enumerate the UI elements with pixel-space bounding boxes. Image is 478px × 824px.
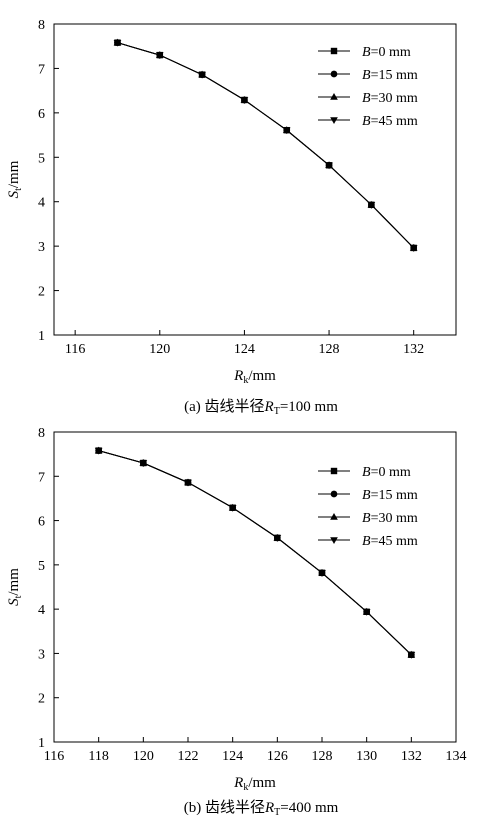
y-tick-label-b-2: 3	[38, 647, 45, 662]
data-point-a-s3-2	[198, 71, 206, 79]
legend-label-b-0: B=0 mm	[362, 465, 411, 480]
y-tick-label-a-6: 7	[38, 62, 45, 77]
legend-label-b-1: B=15 mm	[362, 488, 418, 503]
legend-marker-b-3	[330, 537, 338, 544]
y-tick-label-a-4: 5	[38, 151, 45, 166]
data-point-b-s3-6	[362, 609, 371, 616]
data-point-b-s3-4	[273, 535, 282, 542]
y-axis-label-a: St/mm	[6, 160, 24, 198]
data-point-b-s3-2	[184, 479, 192, 487]
data-point-b-s3-5	[318, 570, 326, 577]
series-line-b-0	[98, 450, 412, 656]
series-line-a-3	[117, 42, 415, 249]
legend-label-a-3: B=45 mm	[362, 114, 418, 129]
x-tick-label-a-3: 128	[319, 342, 340, 357]
legend-marker-b-0	[330, 467, 338, 475]
legend-marker-b-2	[330, 513, 338, 520]
legend-marker-a-0	[330, 47, 338, 55]
y-tick-label-b-4: 5	[38, 559, 45, 574]
y-tick-label-b-7: 8	[38, 426, 45, 441]
x-tick-label-a-1: 120	[149, 342, 170, 357]
y-tick-label-a-2: 3	[38, 240, 45, 255]
x-tick-label-a-0: 116	[65, 342, 85, 357]
plot-frame-a	[53, 23, 457, 336]
x-tick-label-b-6: 128	[312, 749, 333, 764]
caption-b: (b) 齿线半径RT=400 mm	[184, 799, 339, 818]
data-point-a-s3-0	[113, 39, 122, 47]
legend-label-a-2: B=30 mm	[362, 91, 418, 106]
series-line-b-1	[98, 450, 412, 656]
x-tick-label-b-5: 126	[267, 749, 288, 764]
data-point-a-s3-4	[282, 127, 291, 135]
legend-marker-a-1	[330, 70, 338, 78]
x-tick-label-a-4: 132	[403, 342, 424, 357]
legend-marker-a-3	[330, 117, 338, 124]
series-line-b-2	[98, 450, 412, 656]
data-point-b-s3-3	[228, 505, 237, 512]
y-tick-label-b-6: 7	[38, 470, 45, 485]
y-tick-label-b-3: 4	[38, 603, 45, 618]
data-point-a-s3-7	[409, 245, 418, 252]
x-axis-label-a: Rk/mm	[233, 368, 276, 386]
y-tick-label-b-0: 1	[38, 736, 45, 751]
x-tick-label-b-1: 118	[88, 749, 108, 764]
legend-label-b-2: B=30 mm	[362, 511, 418, 526]
y-tick-label-b-1: 2	[38, 692, 45, 707]
y-tick-label-b-5: 6	[38, 515, 45, 530]
x-tick-label-b-7: 130	[356, 749, 377, 764]
data-point-b-s3-7	[407, 652, 416, 659]
x-tick-label-b-9: 134	[446, 749, 467, 764]
legend-label-a-0: B=0 mm	[362, 45, 411, 60]
y-tick-label-a-5: 6	[38, 107, 45, 122]
plot-frame-b	[53, 431, 457, 743]
legend-marker-a-2	[330, 93, 338, 100]
y-tick-label-a-7: 8	[38, 18, 45, 33]
panel-a: 116 120 124 128 132 1 2 3 4 5 6 7 8 Rk/mm St/mm B=0 mm B…	[6, 18, 457, 417]
legend-label-a-1: B=15 mm	[362, 68, 418, 83]
caption-a: (a) 齿线半径RT=100 mm	[184, 398, 338, 417]
series-line-b-3	[98, 450, 412, 656]
data-point-b-s3-1	[139, 460, 148, 467]
x-tick-label-b-3: 122	[178, 749, 199, 764]
y-tick-label-a-1: 2	[38, 285, 45, 300]
panel-b: 116 118 120 122 124 126 128 130 132 134 1 2 3 4 5 6 7 8 Rk…	[6, 426, 467, 818]
data-point-b-s3-0	[94, 447, 103, 455]
y-tick-label-a-3: 4	[38, 196, 45, 211]
legend-marker-b-1	[330, 490, 338, 498]
data-point-a-s3-1	[155, 52, 164, 60]
data-point-a-s3-6	[367, 202, 376, 209]
x-axis-label-b: Rk/mm	[233, 775, 276, 793]
y-tick-label-a-0: 1	[38, 329, 45, 344]
data-point-a-s3-3	[240, 97, 249, 104]
legend-label-b-3: B=45 mm	[362, 534, 418, 549]
x-tick-label-b-2: 120	[133, 749, 154, 764]
data-point-a-s3-5	[325, 162, 333, 170]
x-tick-label-a-2: 124	[234, 342, 255, 357]
x-tick-label-b-0: 116	[44, 749, 64, 764]
x-tick-label-b-8: 132	[401, 749, 422, 764]
x-tick-label-b-4: 124	[222, 749, 243, 764]
y-axis-label-b: St/mm	[6, 568, 24, 606]
